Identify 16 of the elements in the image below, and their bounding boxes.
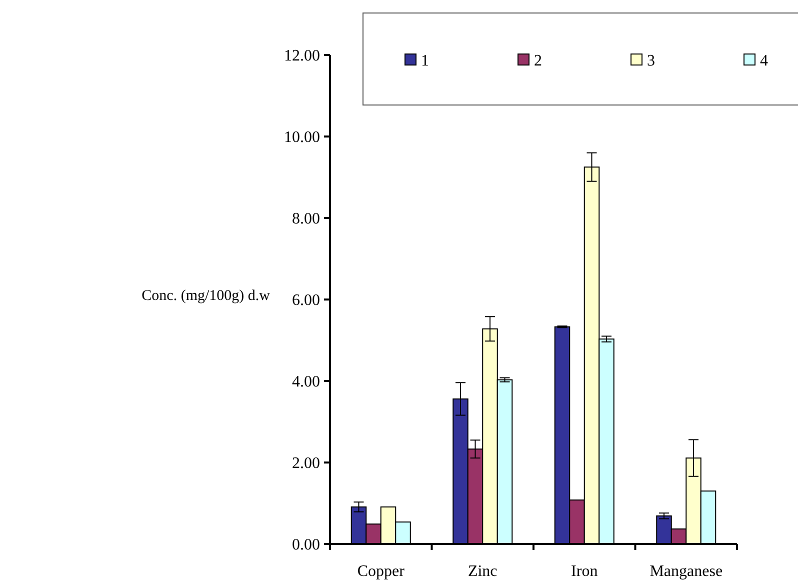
y-axis-title: Conc. (mg/100g) d.w (142, 288, 270, 304)
x-tick-label: Zinc (468, 563, 498, 580)
y-tick-label: 4.00 (292, 374, 320, 391)
legend-label: 4 (760, 52, 768, 70)
y-tick-label: 10.00 (284, 129, 320, 146)
legend-label: 2 (534, 52, 542, 70)
y-tick-label: 12.00 (284, 48, 320, 65)
legend-label: 3 (647, 52, 655, 70)
x-tick-label: Manganese (650, 563, 723, 580)
x-tick-label: Iron (571, 563, 598, 580)
y-tick-label: 8.00 (292, 210, 320, 228)
y-tick-label: 2.00 (292, 455, 320, 472)
y-tick-label: 0.00 (292, 536, 320, 554)
x-tick-label: Copper (357, 563, 406, 580)
y-tick-label: 6.00 (292, 292, 320, 310)
legend-label: 1 (421, 52, 429, 70)
